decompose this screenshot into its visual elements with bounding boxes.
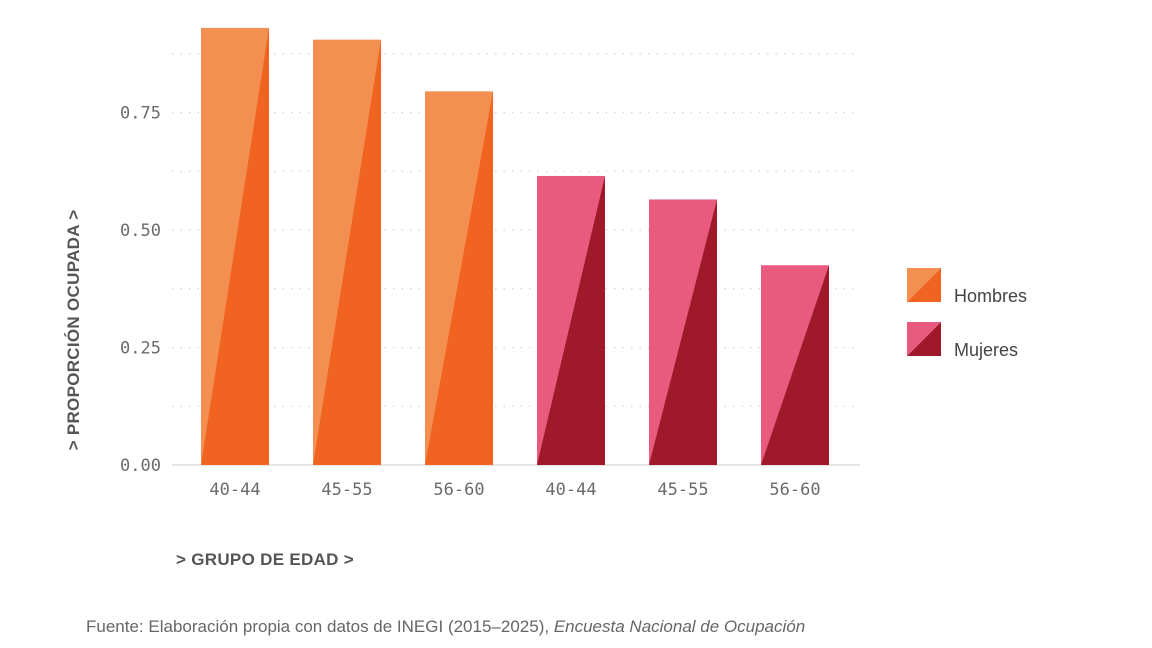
x-tick-label: 45-55 xyxy=(657,480,708,500)
x-axis-ticks: 40-44 45-55 56-60 40-44 45-55 56-60 xyxy=(209,480,820,500)
x-tick-label: 56-60 xyxy=(769,480,820,500)
bar-hombres-40-44 xyxy=(201,27,269,466)
x-tick-label: 45-55 xyxy=(321,480,372,500)
y-tick-label: 0.25 xyxy=(120,339,161,359)
y-axis-title: > PROPORCIÓN OCUPADA > xyxy=(64,210,83,451)
source-title: Encuesta Nacional de Ocupación xyxy=(553,617,806,636)
y-tick-label: 0.00 xyxy=(120,456,161,476)
x-axis-title: > GRUPO DE EDAD > xyxy=(176,550,354,569)
bars xyxy=(201,27,829,466)
y-axis-ticks: 0.00 0.25 0.50 0.75 xyxy=(120,104,161,477)
legend-label-mujeres: Mujeres xyxy=(954,340,1018,360)
bar-hombres-56-60 xyxy=(425,91,493,465)
legend: Hombres Mujeres xyxy=(907,268,1027,360)
bar-shade xyxy=(537,175,605,465)
legend-swatch-hombres-dark xyxy=(907,268,941,302)
y-tick-label: 0.50 xyxy=(120,221,161,241)
x-tick-label: 56-60 xyxy=(433,480,484,500)
bar-mujeres-56-60 xyxy=(761,265,829,465)
bar-shade xyxy=(313,39,381,466)
bar-mujeres-40-44 xyxy=(537,175,605,465)
source-prefix: Fuente: Elaboración propia con datos de … xyxy=(86,617,554,636)
bar-shade xyxy=(649,199,717,465)
bar-mujeres-45-55 xyxy=(649,199,717,465)
bar-shade xyxy=(425,91,493,465)
legend-item-mujeres: Mujeres xyxy=(907,322,1018,360)
legend-item-hombres: Hombres xyxy=(907,268,1027,306)
bar-hombres-45-55 xyxy=(313,39,381,466)
source-note: Fuente: Elaboración propia con datos de … xyxy=(86,617,805,637)
bar-shade xyxy=(201,27,269,466)
bar-shade xyxy=(761,265,829,465)
gridlines xyxy=(172,53,860,407)
x-tick-label: 40-44 xyxy=(209,480,260,500)
legend-label-hombres: Hombres xyxy=(954,286,1027,306)
y-tick-label: 0.75 xyxy=(120,104,161,124)
x-tick-label: 40-44 xyxy=(545,480,596,500)
legend-swatch-mujeres-dark xyxy=(907,322,941,356)
